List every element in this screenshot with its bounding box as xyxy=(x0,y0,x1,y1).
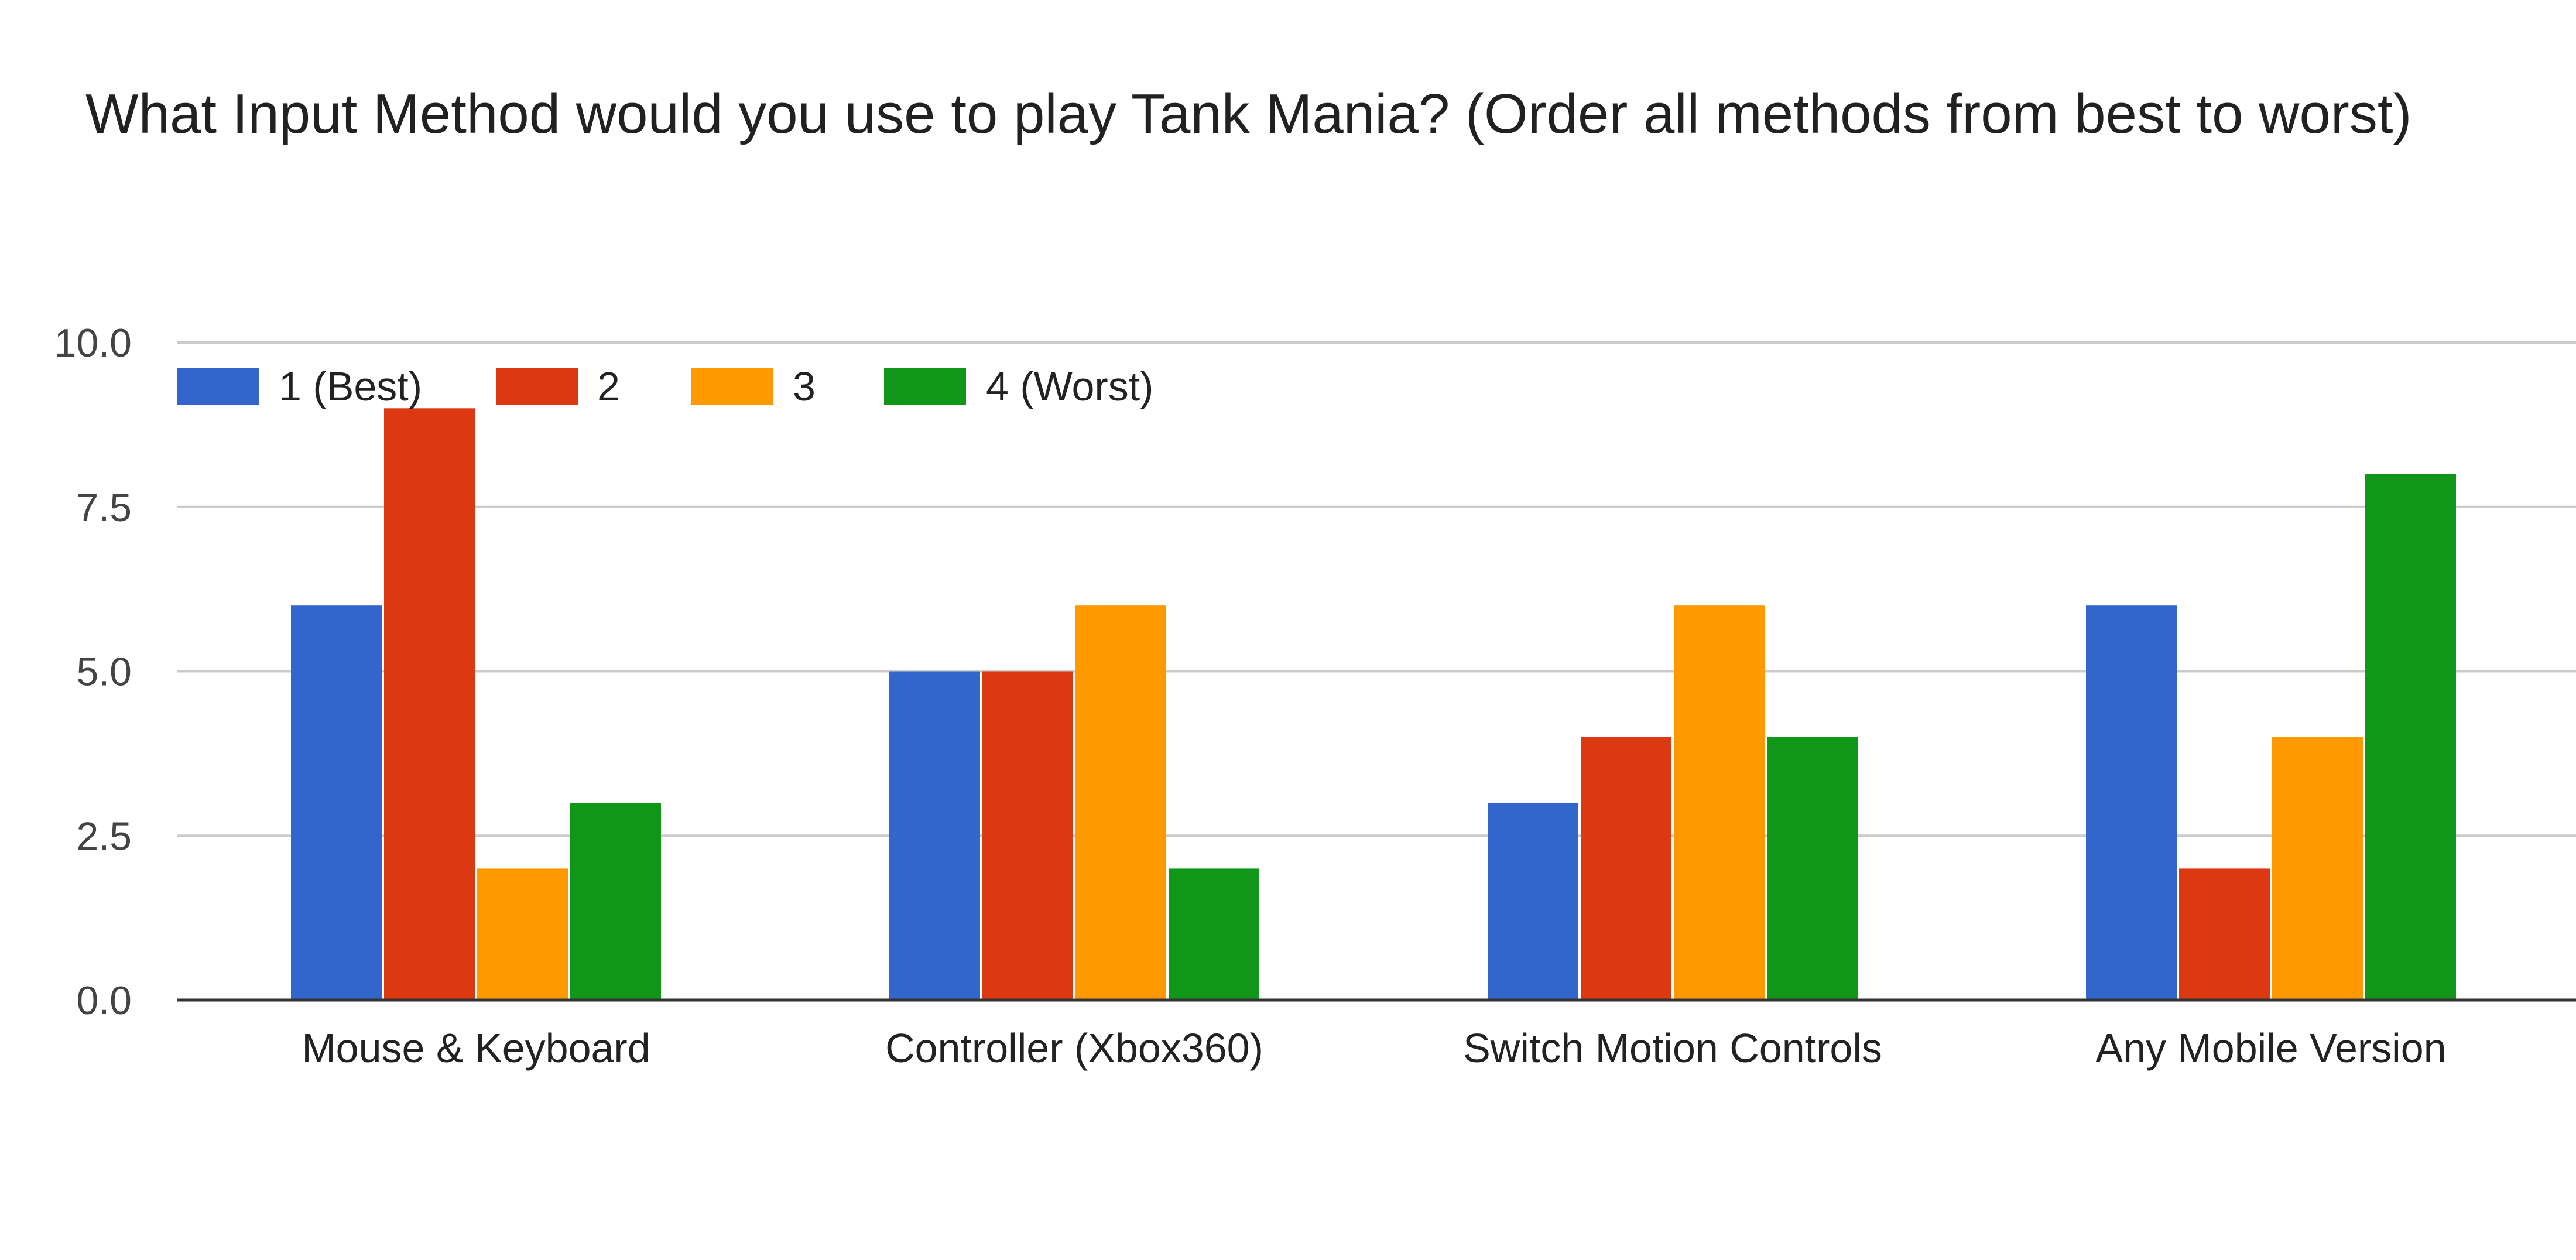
y-tick-label: 10.0 xyxy=(54,321,132,365)
legend-label: 3 xyxy=(793,364,816,409)
chart-title: What Input Method would you use to play … xyxy=(85,83,2412,145)
legend-label: 4 (Worst) xyxy=(986,364,1154,409)
bar-3-4 xyxy=(2272,737,2363,1000)
y-axis-ticks: 0.0 2.5 5.0 7.5 10.0 xyxy=(54,321,132,1023)
bar-1-2 xyxy=(889,671,980,1000)
x-category-label: Mouse & Keyboard xyxy=(302,1025,650,1071)
bar-2-4 xyxy=(2179,868,2270,1000)
legend-swatch xyxy=(884,368,966,405)
y-tick-label: 0.0 xyxy=(76,978,132,1023)
grid-lines xyxy=(177,341,2576,837)
legend-label: 2 xyxy=(597,364,620,409)
legend-label: 1 (Best) xyxy=(279,364,422,409)
bar-2-3 xyxy=(1581,737,1671,1000)
bar-1-4 xyxy=(2086,605,2177,1000)
bars xyxy=(291,408,2456,1000)
legend: 1 (Best) 2 3 4 (Worst) xyxy=(177,364,1154,409)
bar-3-1 xyxy=(477,868,568,1000)
bar-1-3 xyxy=(1488,803,1578,1000)
bar-4-2 xyxy=(1169,868,1259,1000)
legend-swatch xyxy=(177,368,259,405)
bar-2-1 xyxy=(384,408,475,1000)
bar-3-3 xyxy=(1674,605,1765,1000)
y-tick-label: 5.0 xyxy=(76,650,132,694)
legend-swatch xyxy=(496,368,578,405)
y-tick-label: 7.5 xyxy=(76,485,132,530)
bar-4-3 xyxy=(1767,737,1858,1000)
legend-swatch xyxy=(691,368,773,405)
bar-3-2 xyxy=(1075,605,1166,1000)
bar-4-1 xyxy=(570,803,661,1000)
x-category-label: Controller (Xbox360) xyxy=(885,1025,1263,1071)
bar-1-1 xyxy=(291,605,382,1000)
y-tick-label: 2.5 xyxy=(76,814,132,858)
x-category-label: Any Mobile Version xyxy=(2095,1025,2446,1071)
bar-2-2 xyxy=(982,671,1073,1000)
x-axis-categories: Mouse & Keyboard Controller (Xbox360) Swit… xyxy=(302,1025,2446,1071)
bar-4-4 xyxy=(2365,474,2456,1000)
x-category-label: Switch Motion Controls xyxy=(1463,1025,1882,1071)
